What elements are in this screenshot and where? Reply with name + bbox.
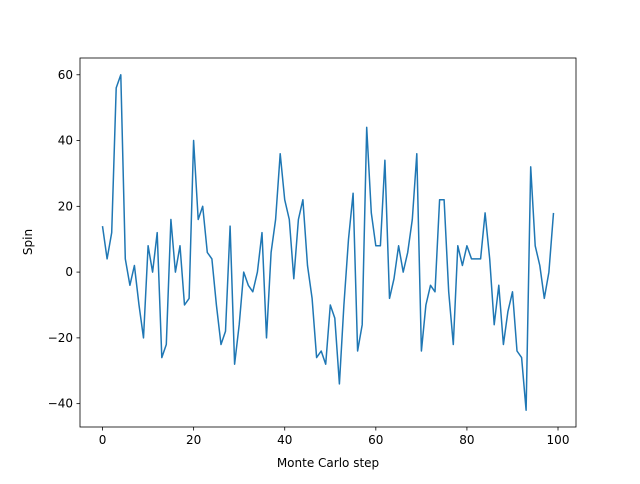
x-axis-label: Monte Carlo step	[277, 456, 379, 470]
x-tick-label: 60	[368, 433, 383, 447]
y-tick-label: 40	[58, 134, 73, 148]
axes-frame	[80, 58, 576, 427]
y-axis-label: Spin	[21, 229, 35, 255]
y-tick-label: −40	[48, 397, 73, 411]
y-tick-label: 60	[58, 68, 73, 82]
plot-area	[102, 75, 553, 411]
y-axis: −40 −20 0 20 40 60	[48, 68, 80, 411]
x-tick-label: 80	[459, 433, 474, 447]
x-tick-label: 40	[277, 433, 292, 447]
y-tick-label: 0	[65, 265, 73, 279]
x-tick-label: 0	[99, 433, 107, 447]
series-line-spin	[103, 75, 554, 410]
y-tick-label: 20	[58, 199, 73, 213]
x-tick-label: 100	[547, 433, 570, 447]
x-axis: 0 20 40 60 80 100	[99, 427, 570, 447]
x-tick-label: 20	[186, 433, 201, 447]
y-tick-label: −20	[48, 331, 73, 345]
